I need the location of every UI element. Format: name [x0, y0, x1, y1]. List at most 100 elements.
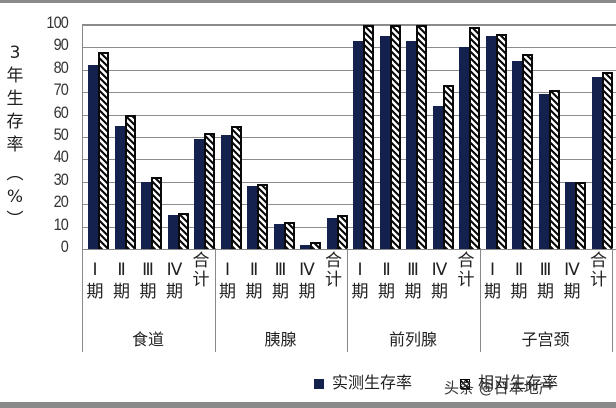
y-tick-label: 10 [53, 214, 69, 234]
group-separator [612, 248, 613, 352]
x-axis: Ⅰ 期 Ⅱ 期 Ⅲ 期 Ⅳ 期合计食道 Ⅰ 期 Ⅱ 期 Ⅲ 期 Ⅳ 期合计胰腺 Ⅰ 期 Ⅱ 期 Ⅲ 期 Ⅳ 期合计前列腺 Ⅰ 期 Ⅱ… [82, 248, 616, 352]
y-axis-title-char: 3 [9, 43, 21, 63]
bar-relative [469, 27, 480, 249]
bar-relative [416, 25, 427, 249]
x-axis-line [83, 249, 616, 250]
gridline [83, 25, 616, 26]
bar-measured [300, 244, 311, 249]
y-axis-title-char: ︵ [6, 164, 24, 184]
bar-measured [459, 47, 470, 249]
y-axis-title-char: 存 [6, 112, 24, 132]
gridline [83, 69, 616, 71]
bar-relative [601, 72, 613, 249]
group-separator [82, 248, 83, 352]
bar-measured [565, 181, 576, 249]
bar-measured [591, 76, 603, 249]
bar-measured [538, 94, 550, 249]
bar-measured [273, 224, 285, 249]
bar-measured [88, 65, 99, 249]
y-tick-label: 50 [53, 125, 69, 144]
bar-measured [194, 139, 205, 249]
bar-measured [353, 40, 364, 249]
legend-label: 实测生存率 [332, 373, 413, 392]
y-tick-label: 100 [46, 13, 68, 32]
bar-measured [220, 134, 232, 249]
bar-relative [363, 25, 374, 249]
group-label: 食道 [131, 330, 164, 349]
legend-item-measured: 实测生存率 [314, 369, 412, 393]
gridline [83, 47, 616, 49]
gridline [83, 181, 616, 183]
y-tick-label: 40 [53, 147, 69, 167]
y-tick-label: 60 [53, 102, 69, 122]
bar-measured [485, 36, 497, 249]
group-label: 子宫颈 [521, 330, 570, 349]
group-separator [347, 248, 348, 352]
group-label: 胰腺 [264, 330, 297, 349]
y-tick-label: 20 [53, 192, 69, 212]
bar-relative [442, 85, 454, 249]
bar-relative [389, 25, 401, 249]
gridline [83, 226, 616, 228]
gridline [83, 137, 616, 138]
bar-relative [283, 222, 295, 249]
group-label: 前列腺 [388, 330, 437, 349]
legend-swatch-solid-icon [314, 378, 324, 389]
plot-area [82, 24, 616, 250]
y-axis-title-char: 年 [6, 66, 24, 86]
bar-measured [141, 181, 152, 249]
gridline [83, 92, 616, 94]
bar-relative [230, 125, 242, 249]
top-border [0, 0, 616, 3]
category-label: 合计 [325, 251, 342, 290]
bar-relative [495, 33, 507, 249]
watermark: 头条 @日本地产 [444, 379, 554, 397]
bar-relative [98, 51, 109, 249]
bar-measured [114, 125, 126, 249]
y-tick-label: 90 [53, 35, 69, 55]
y-axis-title-char: 率 [6, 135, 24, 155]
y-axis-title-char: 生 [6, 89, 24, 109]
bar-relative [310, 242, 321, 249]
bar-relative [575, 181, 586, 249]
group-separator [214, 248, 216, 352]
y-tick-label: 80 [53, 57, 69, 77]
bar-relative [522, 54, 533, 249]
legend-label: 相对生存率 [478, 373, 559, 392]
group-separator [479, 248, 481, 352]
legend-swatch-hatch-icon [460, 378, 470, 389]
bottom-border [0, 402, 616, 408]
bar-relative [204, 132, 215, 249]
bar-measured [326, 217, 338, 249]
y-axis-title-char: % [6, 187, 24, 207]
y-tick-label: 70 [53, 80, 69, 100]
y-axis-title: 3 年生存率 ︵% ︶ [2, 42, 28, 232]
bar-measured [247, 186, 258, 249]
bar-relative [336, 215, 348, 249]
bar-relative [257, 184, 268, 249]
y-tick-label: 0 [60, 237, 69, 256]
bar-relative [124, 114, 136, 249]
category-label: 合计 [457, 251, 475, 290]
category-label: 合计 [192, 251, 210, 290]
legend-item-relative: 相对生存率 [460, 369, 558, 393]
y-axis-title-char: ︶ [6, 210, 24, 230]
gridline [83, 204, 616, 206]
category-label: 合计 [590, 251, 607, 290]
